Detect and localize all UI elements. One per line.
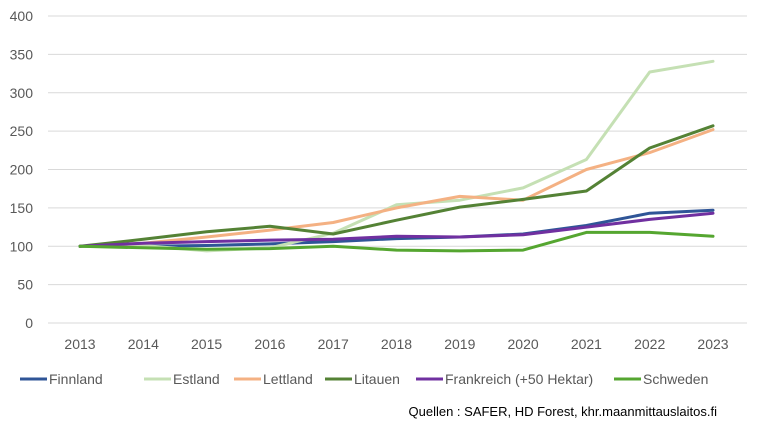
y-tick-label: 250 (10, 123, 34, 139)
y-tick-label: 150 (10, 200, 34, 216)
series-line-finnland (78, 208, 715, 248)
legend-label: Finnland (49, 371, 103, 387)
y-tick-label: 400 (10, 8, 34, 24)
legend-label: Lettland (263, 371, 313, 387)
series-lines (78, 59, 715, 253)
legend-label: Estland (173, 371, 220, 387)
x-tick-label: 2020 (508, 336, 539, 352)
legend: Finnland Estland Lettland Litauen Frankreich… (20, 371, 708, 387)
y-tick-label: 200 (10, 162, 34, 178)
x-tick-label: 2015 (191, 336, 222, 352)
y-tick-label: 350 (10, 46, 34, 62)
x-tick-label: 2018 (381, 336, 412, 352)
x-axis-tick-labels: 2013 2014 2015 2016 2017 2018 2019 2020 2021 2022… (64, 336, 728, 352)
x-tick-label: 2021 (571, 336, 602, 352)
series-line-frankreich-50-hektar (78, 211, 715, 248)
x-tick-label: 2023 (697, 336, 728, 352)
x-tick-label: 2019 (444, 336, 475, 352)
x-tick-label: 2022 (634, 336, 665, 352)
x-tick-label: 2013 (64, 336, 95, 352)
gridlines (48, 15, 747, 324)
series-line-schweden (78, 230, 715, 253)
y-tick-label: 300 (10, 85, 34, 101)
y-axis-tick-labels: 0 50 100 150 200 250 300 350 400 (10, 8, 34, 331)
x-tick-label: 2017 (318, 336, 349, 352)
y-tick-label: 0 (25, 315, 33, 331)
x-tick-label: 2014 (128, 336, 159, 352)
x-tick-label: 2016 (254, 336, 285, 352)
y-tick-label: 100 (10, 238, 34, 254)
series-line-lettland (78, 128, 715, 248)
series-line-litauen (78, 124, 715, 248)
source-note: Quellen : SAFER, HD Forest, khr.maanmitt… (408, 404, 718, 419)
legend-label: Schweden (643, 371, 708, 387)
y-tick-label: 50 (17, 277, 33, 293)
legend-label: Frankreich (+50 Hektar) (445, 371, 593, 387)
legend-label: Litauen (354, 371, 400, 387)
